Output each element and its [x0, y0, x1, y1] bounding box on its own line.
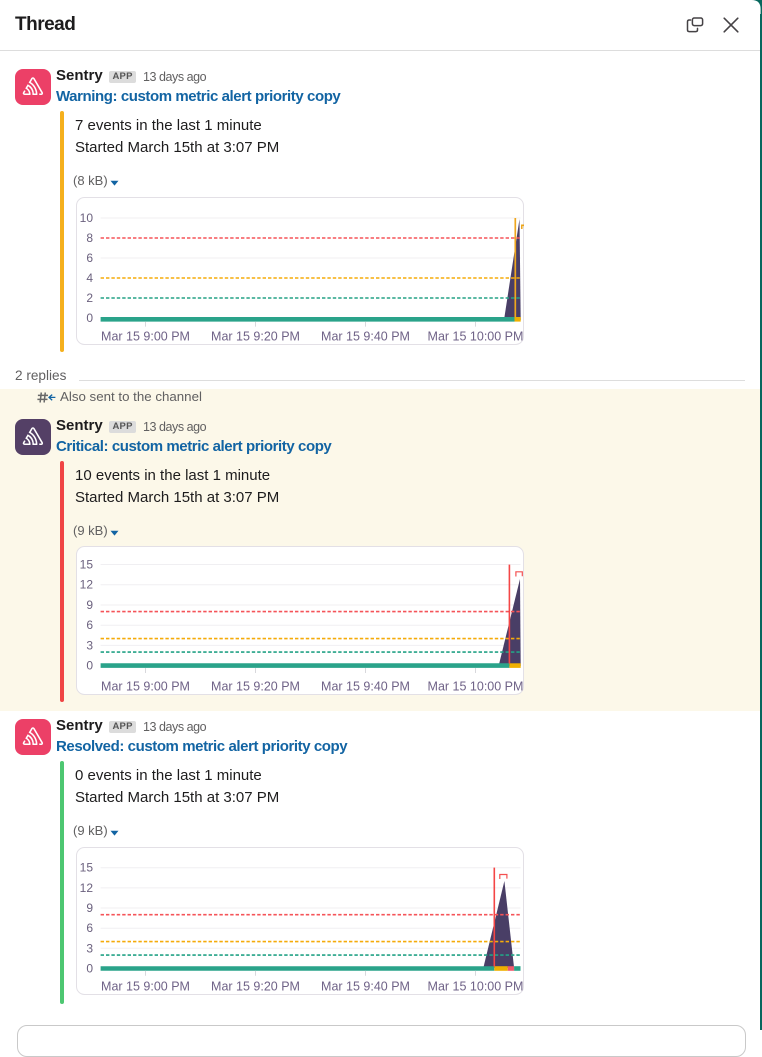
- svg-text:Mar 15 9:40 PM: Mar 15 9:40 PM: [321, 680, 410, 694]
- svg-text:0: 0: [86, 659, 93, 673]
- svg-text:0: 0: [86, 962, 93, 976]
- svg-text:12: 12: [80, 881, 94, 895]
- svg-text:15: 15: [80, 558, 94, 572]
- svg-text:12: 12: [80, 578, 94, 592]
- svg-text:9: 9: [86, 598, 93, 612]
- svg-text:10: 10: [80, 211, 94, 225]
- svg-text:0: 0: [86, 311, 93, 325]
- svg-text:Mar 15 9:20 PM: Mar 15 9:20 PM: [211, 980, 300, 994]
- svg-text:6: 6: [86, 921, 93, 935]
- svg-text:Mar 15 9:20 PM: Mar 15 9:20 PM: [211, 680, 300, 694]
- svg-text:9: 9: [86, 901, 93, 915]
- svg-text:Mar 15 9:00 PM: Mar 15 9:00 PM: [101, 980, 190, 994]
- svg-text:Mar 15 10:00 PM: Mar 15 10:00 PM: [428, 680, 524, 694]
- svg-text:Mar 15 9:40 PM: Mar 15 9:40 PM: [321, 330, 410, 344]
- svg-text:15: 15: [80, 861, 94, 875]
- svg-text:4: 4: [86, 271, 93, 285]
- svg-text:3: 3: [86, 941, 93, 955]
- svg-text:3: 3: [86, 638, 93, 652]
- svg-text:Mar 15 9:40 PM: Mar 15 9:40 PM: [321, 980, 410, 994]
- svg-text:Mar 15 10:00 PM: Mar 15 10:00 PM: [428, 330, 524, 344]
- svg-text:2: 2: [86, 291, 93, 305]
- svg-text:Mar 15 10:00 PM: Mar 15 10:00 PM: [428, 980, 524, 994]
- svg-text:Mar 15 9:20 PM: Mar 15 9:20 PM: [211, 330, 300, 344]
- svg-text:Mar 15 9:00 PM: Mar 15 9:00 PM: [101, 680, 190, 694]
- svg-text:6: 6: [86, 618, 93, 632]
- svg-text:Mar 15 9:00 PM: Mar 15 9:00 PM: [101, 330, 190, 344]
- svg-text:6: 6: [86, 251, 93, 265]
- svg-text:8: 8: [86, 231, 93, 245]
